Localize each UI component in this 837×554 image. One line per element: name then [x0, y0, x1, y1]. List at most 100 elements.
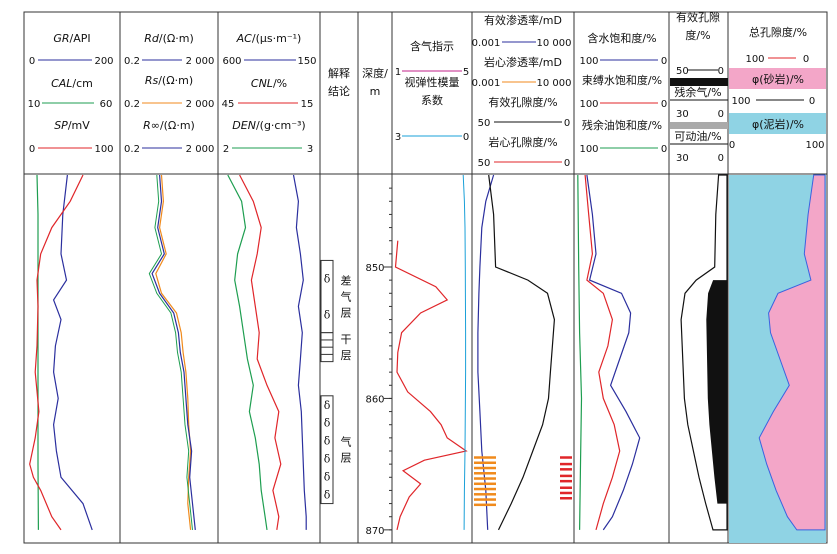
- so-max: 0: [661, 144, 667, 155]
- rd-label: Rd/(Ω·m): [144, 32, 194, 45]
- saturation-header: 含水饱和度/% 100 0 束缚水饱和度/% 100 0 残余油饱和度/% 10…: [579, 31, 667, 155]
- porosity-composition-track: [680, 174, 728, 531]
- den-min: 2: [223, 144, 229, 155]
- perm-header: 有效渗透率/mD 0.001 10 000 岩心渗透率/mD 0.001 10 …: [472, 13, 572, 169]
- zone-symbol: δ: [324, 453, 331, 466]
- perm-eff-title: 有效渗透率/mD: [484, 13, 562, 27]
- perm-core-bar: [474, 482, 496, 486]
- perm-core-min: 0.001: [472, 78, 501, 89]
- gas-index-title: 含气指示: [410, 39, 454, 53]
- por-col-title: 有效孔隙度/%: [676, 10, 720, 42]
- rinf-label: R∞/(Ω·m): [143, 119, 195, 132]
- rd-min: 0.2: [124, 56, 140, 67]
- por-core-bar: [560, 497, 572, 500]
- rs-max: 2 000: [186, 99, 215, 110]
- zone-label: 差气层: [341, 274, 352, 320]
- rinf-min: 0.2: [124, 144, 140, 155]
- sw-curve: [586, 174, 641, 531]
- total-porosity-header: 总孔隙度/% 100 0 φ(砂岩)/% 100 0 φ(泥岩)/% 0 100: [729, 25, 826, 151]
- den-label: DEN/(g·cm⁻³): [232, 119, 305, 132]
- swb-min: 100: [579, 99, 598, 110]
- outer-frame: [23, 11, 828, 544]
- sw-title: 含水饱和度/%: [587, 31, 656, 45]
- rs-min: 0.2: [124, 99, 140, 110]
- zone-symbol: δ: [324, 309, 331, 322]
- perm-eff-min: 0.001: [472, 38, 501, 49]
- por-core-bar: [560, 479, 572, 483]
- total-porosity-track: [729, 174, 826, 543]
- mud-title: φ(泥岩)/%: [752, 117, 804, 131]
- zone-box: [320, 259, 334, 334]
- perm-core-bar: [474, 493, 496, 496]
- gr-curve: [52, 174, 93, 531]
- cnl-label: CNL/%: [251, 77, 287, 90]
- gr-min: 0: [29, 56, 35, 67]
- modulus-max: 0: [463, 132, 469, 143]
- gr-label: GR/API: [53, 32, 90, 45]
- sand-title: φ(砂岩)/%: [752, 72, 804, 86]
- movable-oil-swatch: [670, 122, 728, 129]
- perm-core-bar: [474, 498, 496, 501]
- depth-track: 850 860 870: [365, 187, 392, 537]
- residual-gas-min: 30: [676, 109, 689, 120]
- permeability-track: [474, 174, 572, 531]
- zone-symbol: δ: [324, 471, 331, 484]
- por-eff-max: 0: [564, 118, 570, 129]
- perm-eff-curve: [477, 174, 495, 530]
- ac-label: AC/(μs·m⁻¹): [236, 32, 302, 45]
- zone-symbol: δ: [324, 489, 331, 502]
- perm-core-bar: [474, 472, 496, 475]
- track2-curves: [148, 174, 196, 530]
- depth-tick-label: 860: [365, 394, 384, 405]
- cal-max: 60: [100, 99, 113, 110]
- sw-min: 100: [579, 56, 598, 67]
- residual-gas-swatch: [670, 78, 728, 86]
- gas-index-max: 5: [463, 67, 469, 78]
- swb-max: 0: [661, 99, 667, 110]
- cnl-curve: [239, 174, 282, 530]
- perm-core-max: 10 000: [537, 78, 572, 89]
- cnl-max: 15: [301, 99, 314, 110]
- interpretation-title: 解释结论: [328, 66, 350, 98]
- total-por-min: 100: [745, 54, 764, 65]
- saturation-track: [577, 174, 641, 531]
- swb-title: 束缚水饱和度/%: [582, 73, 662, 87]
- track1-header: GR/API 0 200 CAL/cm 10 60 SP/mV 0 100: [28, 32, 114, 155]
- sp-curve: [29, 174, 84, 531]
- track3-header: AC/(μs·m⁻¹) 600 150 CNL/% 45 15 DEN/(g·c…: [222, 32, 317, 155]
- por-eff-curve: [488, 174, 556, 531]
- por-eff-title: 有效孔隙度/%: [488, 95, 557, 109]
- ac-max: 150: [297, 56, 316, 67]
- por-core-title: 岩心孔隙度/%: [488, 135, 557, 149]
- perm-core-bar: [474, 487, 496, 491]
- depth-tick-label: 870: [365, 526, 384, 537]
- perm-core-bar: [474, 477, 496, 480]
- rinf-curve: [148, 174, 193, 530]
- perm-core-bar: [474, 466, 496, 470]
- perm-eff-max: 10 000: [537, 38, 572, 49]
- cal-label: CAL/cm: [51, 77, 93, 90]
- residual-gas-fill: [706, 280, 727, 504]
- rs-curve: [155, 174, 192, 530]
- movable-oil-min: 30: [676, 153, 689, 164]
- total-por-max: 0: [803, 54, 809, 65]
- sand-max: 0: [809, 96, 815, 107]
- movable-oil-title: 可动油/%: [674, 129, 721, 143]
- depth-title: 深度/m: [362, 66, 388, 98]
- track2-header: Rd/(Ω·m) 0.2 2 000 Rs/(Ω·m) 0.2 2 000 R∞…: [124, 32, 214, 155]
- ac-curve: [292, 174, 307, 530]
- perm-core-bar: [474, 456, 496, 459]
- zone-symbol: δ: [324, 417, 331, 430]
- gas-index-track: [394, 174, 468, 531]
- depth-tick-label: 850: [365, 263, 384, 274]
- gas-index-curve: [394, 240, 468, 531]
- zone-symbol: δ: [324, 273, 331, 286]
- rd-max: 2 000: [186, 56, 215, 67]
- zone-label: 气层: [341, 435, 352, 465]
- mud-min: 0: [729, 140, 735, 151]
- column-dividers: [119, 12, 729, 543]
- sw-max: 0: [661, 56, 667, 67]
- rinf-max: 2 000: [186, 144, 215, 155]
